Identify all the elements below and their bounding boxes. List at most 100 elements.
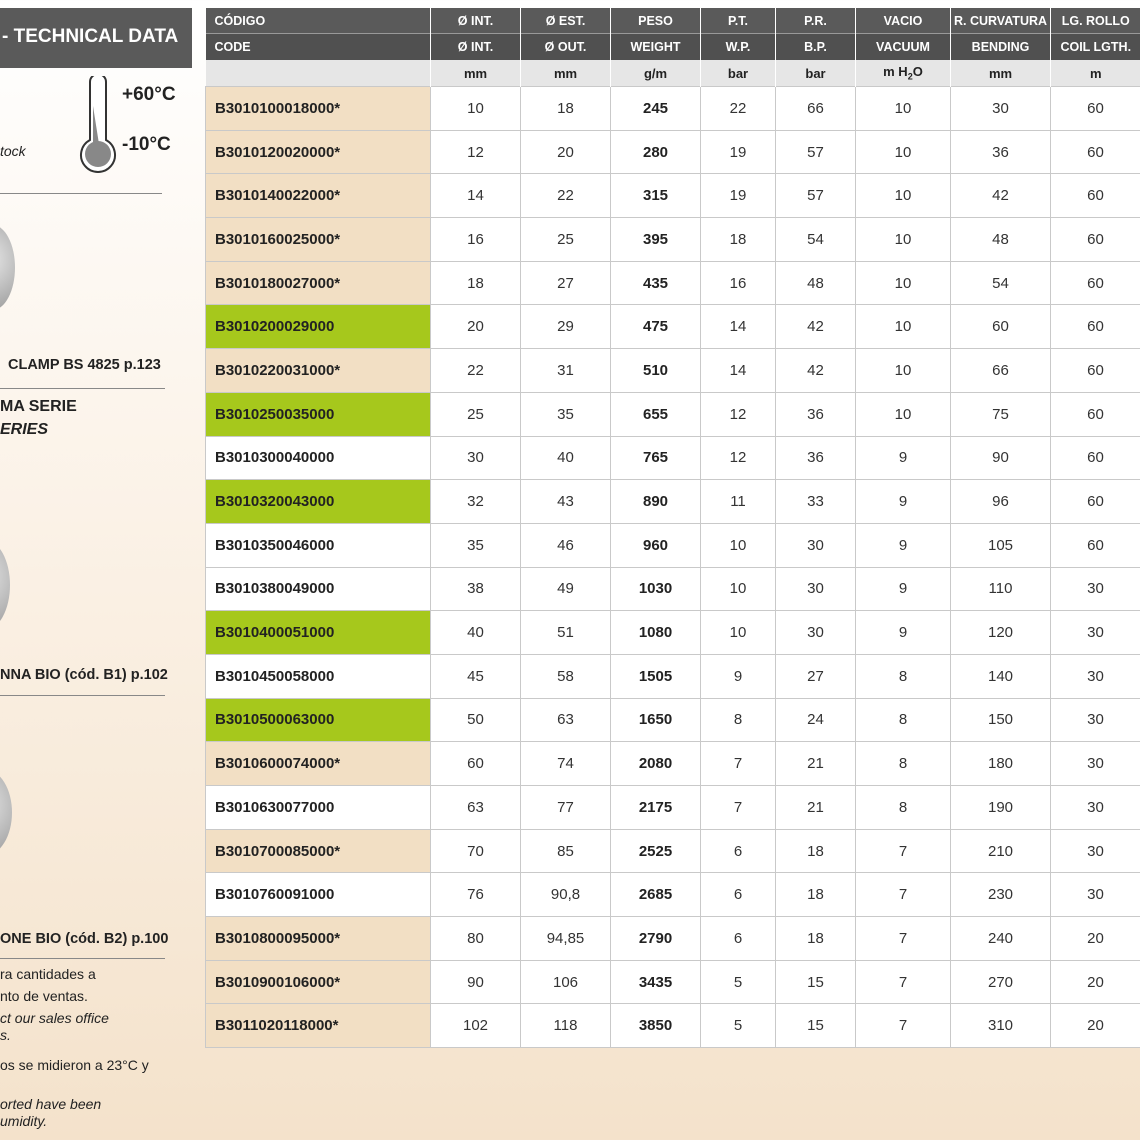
- data-row: B3010700085000* 70 85 2525 6 18 7 210 30: [205, 828, 1140, 874]
- cell: 15: [775, 959, 856, 1005]
- note: s.: [0, 1027, 11, 1043]
- cell: 60: [430, 741, 521, 786]
- cell: 40: [520, 435, 611, 481]
- cell: 35: [430, 522, 521, 568]
- cell: 38: [430, 566, 521, 612]
- column-header: BENDING: [950, 33, 1051, 60]
- product-code: B3010600074000*: [205, 741, 431, 786]
- cell: 435: [610, 260, 701, 306]
- units-cell: g/m: [610, 60, 701, 87]
- header-row: CODE Ø INT. Ø OUT. WEIGHT W.P. B.P. VACUUM BEND…: [205, 33, 1140, 60]
- cell: 46: [520, 522, 611, 568]
- column-header: LG. ROLLO: [1050, 8, 1140, 34]
- cell: 765: [610, 435, 701, 481]
- temp-max: +60°C: [122, 84, 176, 105]
- cell: 395: [610, 217, 701, 262]
- cell: 10: [855, 391, 951, 437]
- cell: 9: [855, 435, 951, 481]
- cell: 30: [950, 86, 1051, 131]
- data-row: B3010630077000 63 77 2175 7 21 8 190 30: [205, 785, 1140, 830]
- cell: 7: [855, 1003, 951, 1049]
- column-header: COIL LGTH.: [1050, 33, 1140, 60]
- clamp-ref: CLAMP BS 4825 p.123: [8, 357, 161, 373]
- cell: 21: [775, 741, 856, 786]
- product-code: B3010400051000: [205, 610, 431, 655]
- product-code: B3010140022000*: [205, 173, 431, 219]
- units-cell: m: [1050, 60, 1140, 87]
- unit-part: 2: [907, 71, 913, 82]
- note: ra cantidades a: [0, 966, 96, 982]
- data-row: B3010900106000* 90 106 3435 5 15 7 270 20: [205, 959, 1140, 1005]
- product-code: B3010180027000*: [205, 260, 431, 306]
- cell: 32: [430, 479, 521, 524]
- column-header: VACUUM: [855, 33, 951, 60]
- unit-part: m H: [883, 64, 908, 80]
- cell: 7: [855, 828, 951, 874]
- cell: 102: [430, 1003, 521, 1049]
- cell: 6: [700, 872, 776, 918]
- cell: 1030: [610, 566, 701, 612]
- series-en: ERIES: [0, 421, 49, 438]
- cell: 105: [950, 522, 1051, 568]
- data-row: B3010220031000* 22 31 510 14 42 10 66 60: [205, 348, 1140, 393]
- cell: 2790: [610, 916, 701, 961]
- cell: 230: [950, 872, 1051, 918]
- divider: [0, 193, 162, 194]
- cell: 8: [855, 785, 951, 830]
- data-row: B3010450058000 45 58 1505 9 27 8 140 30: [205, 653, 1140, 699]
- cell: 25: [430, 391, 521, 437]
- cell: 20: [430, 304, 521, 350]
- product-image: [0, 540, 10, 630]
- data-row: B3010300040000 30 40 765 12 36 9 90 60: [205, 435, 1140, 481]
- units-row: mm mm g/m bar bar m H2O mm m: [205, 60, 1140, 87]
- product-code: B3010630077000: [205, 785, 431, 830]
- cell: 10: [700, 610, 776, 655]
- cell: 22: [430, 348, 521, 393]
- column-header: PESO: [610, 8, 701, 34]
- note: nto de ventas.: [0, 988, 88, 1004]
- stock-note: tock: [0, 143, 26, 159]
- product-code: B3010220031000*: [205, 348, 431, 393]
- product-code: B3010250035000: [205, 391, 431, 437]
- cell: 14: [430, 173, 521, 219]
- cell: 2525: [610, 828, 701, 874]
- cell: 1650: [610, 697, 701, 743]
- cell: 10: [855, 86, 951, 131]
- units-cell: m H2O: [855, 60, 951, 87]
- cell: 180: [950, 741, 1051, 786]
- data-row: B3010320043000 32 43 890 11 33 9 96 60: [205, 479, 1140, 524]
- cell: 20: [1050, 1003, 1140, 1049]
- units-cell: bar: [775, 60, 856, 87]
- cell: 36: [775, 391, 856, 437]
- cell: 9: [700, 653, 776, 699]
- cell: 30: [1050, 610, 1140, 655]
- cell: 48: [950, 217, 1051, 262]
- cell: 6: [700, 916, 776, 961]
- column-header: WEIGHT: [610, 33, 701, 60]
- column-header: W.P.: [700, 33, 776, 60]
- cell: 18: [520, 86, 611, 131]
- cell: 118: [520, 1003, 611, 1049]
- product-code: B3010320043000: [205, 479, 431, 524]
- cell: 30: [1050, 697, 1140, 743]
- cell: 315: [610, 173, 701, 219]
- cell: 66: [775, 86, 856, 131]
- cell: 9: [855, 566, 951, 612]
- data-row: B3010160025000* 16 25 395 18 54 10 48 60: [205, 217, 1140, 262]
- cell: 655: [610, 391, 701, 437]
- column-header: VACIO: [855, 8, 951, 34]
- cell: 18: [775, 872, 856, 918]
- cell: 120: [950, 610, 1051, 655]
- cell: 30: [1050, 566, 1140, 612]
- product-code: B3010900106000*: [205, 959, 431, 1005]
- cell: 60: [1050, 129, 1140, 175]
- cell: 30: [775, 610, 856, 655]
- temp-min: -10°C: [122, 134, 171, 155]
- cell: 140: [950, 653, 1051, 699]
- cell: 18: [430, 260, 521, 306]
- cell: 51: [520, 610, 611, 655]
- cell: 16: [430, 217, 521, 262]
- cell: 10: [855, 217, 951, 262]
- cell: 5: [700, 959, 776, 1005]
